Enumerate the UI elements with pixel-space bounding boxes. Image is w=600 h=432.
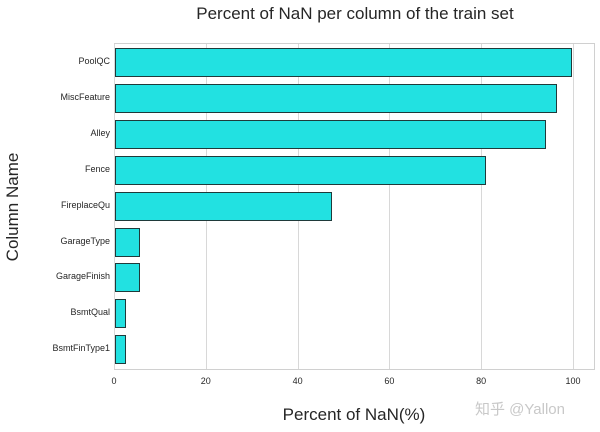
y-tick-label: BsmtFinType1 [52,343,110,354]
gridline [114,44,115,369]
bar-miscfeature [115,83,558,113]
y-tick-label: Alley [90,127,110,138]
plot-area [114,43,595,370]
y-tick-label: FireplaceQu [60,199,110,210]
chart-title: Percent of NaN per column of the train s… [196,4,514,23]
y-tick-label: Fence [84,163,110,174]
y-tick-label: GarageFinish [55,271,110,282]
x-tick-label: 80 [476,376,487,386]
y-tick-label: GarageType [60,235,110,246]
watermark: 知乎 @Yallon [475,401,565,418]
x-axis-label: Percent of NaN(%) [282,405,426,424]
x-tick-label: 40 [292,376,303,386]
x-tick-label: 60 [384,376,395,386]
gridline [573,44,574,369]
x-tick-label: 0 [111,376,117,386]
x-tick-label: 100 [565,376,581,386]
bar-bsmtqual [115,299,127,329]
y-tick-label: MiscFeature [60,91,110,102]
bar-garagefinish [115,263,141,293]
bar-garagetype [115,227,141,257]
gridline [481,44,483,369]
bar-alley [115,119,546,149]
bar-poolqc [115,48,572,77]
x-tick-label: 20 [200,376,211,386]
y-tick-label: PoolQC [78,56,110,66]
y-tick-label: BsmtQual [70,307,110,318]
bar-bsmtfintype1 [115,335,127,365]
gridline [389,44,391,369]
bar-fence [115,155,486,185]
bar-fireplacequ [115,191,333,221]
